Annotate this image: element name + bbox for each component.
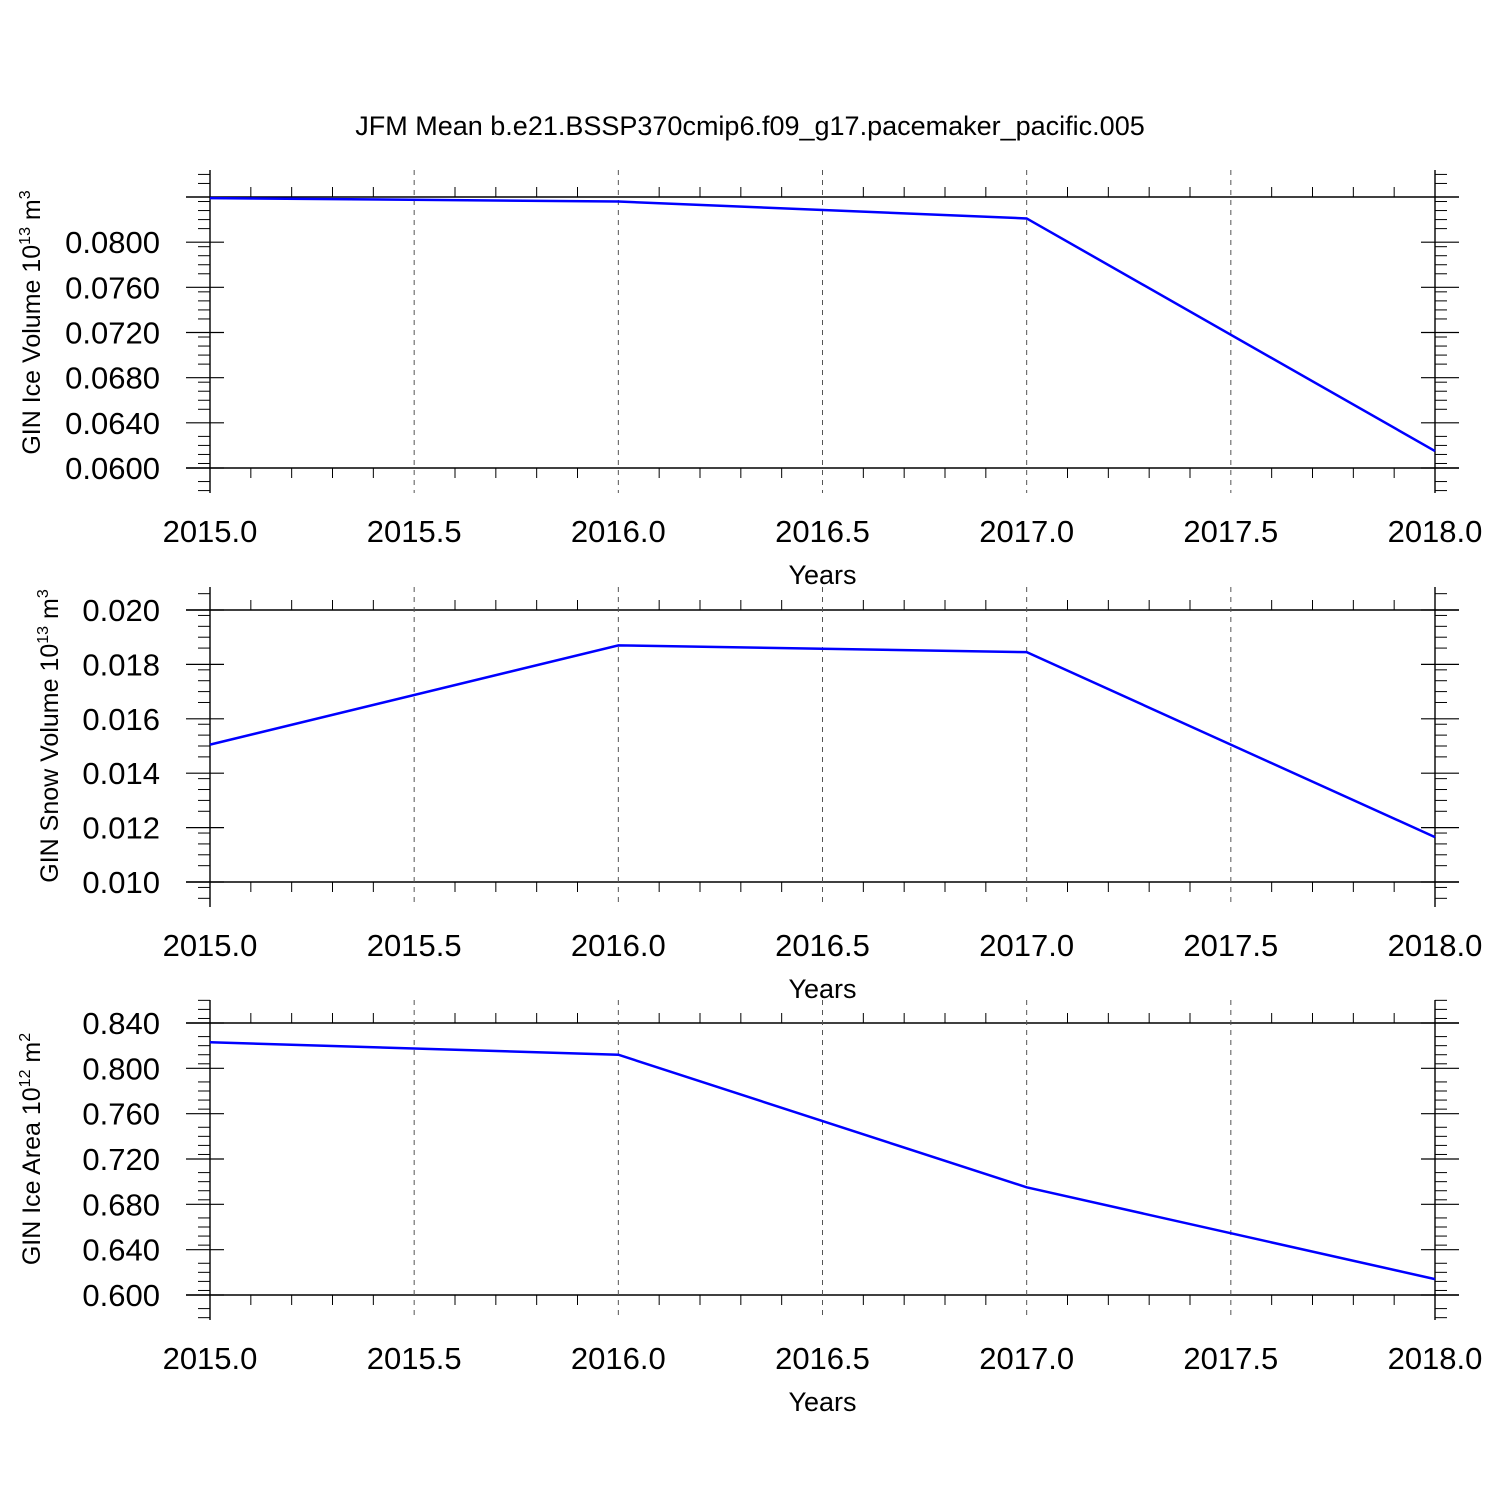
x-tick-label: 2017.0 — [979, 928, 1074, 963]
series-line — [209, 196, 1436, 453]
x-tick-label: 2016.0 — [571, 1341, 666, 1376]
x-axis-label: Years — [788, 1387, 856, 1417]
y-tick-label: 0.016 — [82, 702, 160, 737]
x-tick-label: 2018.0 — [1388, 928, 1483, 963]
y-tick-label: 0.800 — [82, 1051, 160, 1086]
y-tick-label: 0.720 — [82, 1142, 160, 1177]
chart-title: JFM Mean b.e21.BSSP370cmip6.f09_g17.pace… — [355, 111, 1144, 141]
x-tick-label: 2015.0 — [163, 928, 258, 963]
x-axis-label: Years — [788, 974, 856, 1004]
x-tick-label: 2015.0 — [163, 514, 258, 549]
x-tick-label: 2016.5 — [775, 514, 870, 549]
x-tick-label: 2017.5 — [1183, 1341, 1278, 1376]
y-tick-label: 0.0680 — [65, 361, 160, 396]
x-tick-label: 2017.5 — [1183, 928, 1278, 963]
y-tick-label: 0.600 — [82, 1278, 160, 1313]
y-tick-label: 0.840 — [82, 1006, 160, 1041]
panel-1: 2015.0 2015.5 2016.0 2016.5 2017.0 2017.5 2018… — [17, 170, 1482, 590]
y-tick-label: 0.0640 — [65, 406, 160, 441]
x-tick-label: 2015.5 — [367, 514, 462, 549]
x-axis-label: Years — [788, 560, 856, 590]
x-tick-label: 2018.0 — [1388, 514, 1483, 549]
y-tick-label: 0.0760 — [65, 270, 160, 305]
y-tick-label: 0.0600 — [65, 451, 160, 486]
y-tick-label: 0.0720 — [65, 316, 160, 351]
panels: 2015.0 2015.5 2016.0 2016.5 2017.0 2017.5 2018… — [17, 170, 1482, 1417]
y-tick-label: 0.020 — [82, 593, 160, 628]
panel-2: 2015.0 2015.5 2016.0 2016.5 2017.0 2017.5 2018… — [35, 587, 1482, 1004]
x-tick-label: 2015.0 — [163, 1341, 258, 1376]
x-tick-label: 2017.0 — [979, 1341, 1074, 1376]
x-tick-label: 2016.0 — [571, 514, 666, 549]
x-tick-label: 2015.5 — [367, 928, 462, 963]
y-tick-label: 0.760 — [82, 1097, 160, 1132]
y-tick-label: 0.012 — [82, 811, 160, 846]
y-tick-label: 0.0800 — [65, 225, 160, 260]
series-line — [209, 644, 1436, 839]
y-tick-label: 0.018 — [82, 647, 160, 682]
x-tick-label: 2015.5 — [367, 1341, 462, 1376]
x-tick-label: 2017.0 — [979, 514, 1074, 549]
y-tick-label: 0.014 — [82, 756, 160, 791]
x-tick-label: 2016.5 — [775, 1341, 870, 1376]
series-line — [209, 1041, 1436, 1281]
y-tick-label: 0.680 — [82, 1187, 160, 1222]
y-axis-label: GIN Ice Area 1012 m2 — [17, 1033, 46, 1265]
y-axis-label: GIN Ice Volume 1013 m3 — [17, 190, 46, 454]
y-tick-label: 0.010 — [82, 865, 160, 900]
y-tick-label: 0.640 — [82, 1233, 160, 1268]
x-tick-label: 2017.5 — [1183, 514, 1278, 549]
y-axis-label: GIN Snow Volume 1013 m3 — [35, 589, 64, 883]
x-tick-label: 2016.0 — [571, 928, 666, 963]
x-tick-label: 2016.5 — [775, 928, 870, 963]
panel-3: 2015.0 2015.5 2016.0 2016.5 2017.0 2017.5 2018… — [17, 999, 1483, 1417]
x-tick-label: 2018.0 — [1388, 1341, 1483, 1376]
